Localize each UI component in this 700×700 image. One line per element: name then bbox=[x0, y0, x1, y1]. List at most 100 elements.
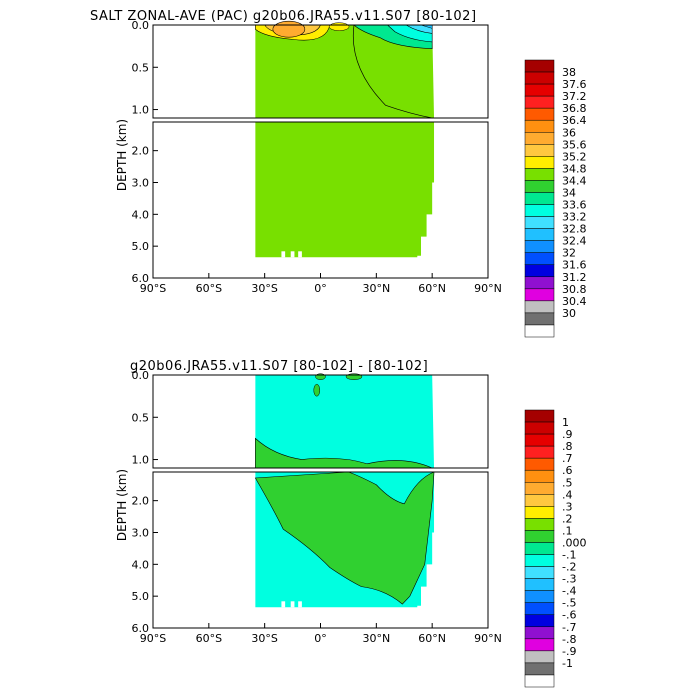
colorbar-swatch bbox=[524, 119, 555, 133]
colorbar-swatch bbox=[524, 578, 555, 591]
colorbar-label: -1 bbox=[562, 657, 573, 670]
colorbar-label: 37.6 bbox=[562, 78, 587, 91]
colorbar-swatch bbox=[524, 674, 555, 688]
y-tick-label: 0.0 bbox=[132, 369, 150, 382]
colorbar-swatch bbox=[524, 433, 555, 447]
colorbar-label: -.2 bbox=[562, 561, 576, 574]
colorbar-swatch bbox=[524, 71, 555, 85]
y-tick-label: 3.0 bbox=[132, 176, 150, 189]
colorbar-swatch bbox=[524, 482, 555, 495]
colorbar-label: 36.8 bbox=[562, 102, 587, 115]
colorbar-label: -.9 bbox=[562, 645, 576, 658]
colorbar-swatch bbox=[524, 566, 555, 579]
x-tick-label: 90°S bbox=[140, 632, 166, 645]
colorbar-swatch bbox=[524, 144, 555, 157]
colorbar-label: 32.8 bbox=[562, 223, 587, 236]
y-tick-label: 3.0 bbox=[132, 526, 150, 539]
x-tick-label: 60°S bbox=[196, 632, 222, 645]
x-tick-label: 60°N bbox=[418, 632, 446, 645]
colorbar-label: -.6 bbox=[562, 609, 576, 622]
colorbar-label: .3 bbox=[562, 500, 573, 513]
colorbar-swatch bbox=[524, 276, 555, 290]
x-tick-label: 0° bbox=[314, 632, 327, 645]
colorbar-swatch bbox=[524, 506, 555, 519]
upper-plot-frame bbox=[152, 374, 489, 469]
y-tick-label: 1.0 bbox=[132, 104, 150, 117]
colorbar-swatch bbox=[524, 626, 555, 640]
colorbar-label: 34.8 bbox=[562, 162, 587, 175]
positive-anomaly-upper bbox=[255, 437, 433, 469]
colorbar-swatch bbox=[524, 228, 555, 241]
colorbar-swatch bbox=[524, 409, 555, 423]
colorbar-swatch bbox=[524, 252, 555, 265]
colorbar-label: .5 bbox=[562, 476, 573, 489]
colorbar-swatch bbox=[524, 445, 555, 459]
colorbar-swatch bbox=[524, 614, 555, 628]
colorbar-swatch bbox=[524, 662, 555, 676]
colorbar-label: 30.8 bbox=[562, 283, 587, 296]
colorbar-label: 37.2 bbox=[562, 90, 587, 103]
upper-plot-frame bbox=[152, 24, 489, 119]
colorbar-swatch bbox=[524, 156, 555, 169]
x-tick-label: 30°N bbox=[362, 282, 390, 295]
x-tick-label: 30°N bbox=[362, 632, 390, 645]
topography-notch bbox=[298, 601, 302, 608]
y-axis-label: DEPTH (km) bbox=[115, 469, 129, 541]
colorbar-swatch bbox=[524, 216, 555, 229]
colorbar-label: 34.4 bbox=[562, 174, 587, 187]
colorbar-label: -.8 bbox=[562, 633, 576, 646]
y-tick-label: 5.0 bbox=[132, 590, 150, 603]
y-tick-label: 2.0 bbox=[132, 495, 150, 508]
salinity-35.0-patch bbox=[328, 22, 350, 31]
colorbar-swatch bbox=[524, 95, 555, 109]
colorbar-label: -.1 bbox=[562, 549, 576, 562]
colorbar-swatch bbox=[524, 590, 555, 603]
colorbar-swatch bbox=[524, 107, 555, 121]
y-tick-label: 4.0 bbox=[132, 208, 150, 221]
colorbar-label: -.4 bbox=[562, 585, 576, 598]
colorbar-label: .4 bbox=[562, 488, 573, 501]
topography-notch bbox=[281, 251, 286, 258]
colorbar-label: .000 bbox=[562, 536, 587, 549]
salinity-panel: SALT ZONAL-AVE (PAC) g20b06.JRA55.v11.S0… bbox=[90, 9, 587, 338]
chart-title: g20b06.JRA55.v11.S07 [80-102] - [80-102] bbox=[130, 359, 428, 374]
colorbar-label: .6 bbox=[562, 464, 573, 477]
ocean-fill-upper bbox=[255, 375, 435, 468]
x-tick-label: 60°N bbox=[418, 282, 446, 295]
colorbar-swatch bbox=[524, 324, 555, 338]
salinity-max-core bbox=[272, 20, 306, 38]
colorbar-label: 30.4 bbox=[562, 295, 587, 308]
colorbar-swatch bbox=[524, 180, 555, 193]
colorbar-label: 32.4 bbox=[562, 235, 587, 248]
x-tick-label: 30°S bbox=[251, 632, 277, 645]
colorbar-label: .1 bbox=[562, 524, 573, 537]
x-tick-label: 90°N bbox=[474, 282, 502, 295]
colorbar-swatch bbox=[524, 132, 555, 145]
colorbar-swatch bbox=[524, 457, 555, 471]
colorbar-label: 34 bbox=[562, 186, 576, 199]
colorbar-swatch bbox=[524, 638, 555, 652]
ocean-fill-lower bbox=[255, 122, 435, 258]
colorbar-swatch bbox=[524, 288, 555, 302]
colorbar-swatch bbox=[524, 192, 555, 205]
colorbar-swatch bbox=[524, 312, 555, 326]
y-tick-label: 1.0 bbox=[132, 454, 150, 467]
colorbar-label: 35.6 bbox=[562, 138, 587, 151]
x-tick-label: 0° bbox=[314, 282, 327, 295]
colorbar-swatch bbox=[524, 602, 555, 615]
colorbar-swatch bbox=[524, 542, 555, 555]
ocean-fill-upper bbox=[255, 25, 435, 118]
y-axis-label: DEPTH (km) bbox=[115, 119, 129, 191]
x-tick-label: 90°S bbox=[140, 282, 166, 295]
colorbar-label: 38 bbox=[562, 66, 576, 79]
colorbar-label: 33.2 bbox=[562, 211, 587, 224]
colorbar-swatch bbox=[524, 421, 555, 435]
colorbar-swatch bbox=[524, 554, 555, 567]
colorbar-label: 30 bbox=[562, 307, 576, 320]
positive-patch bbox=[313, 383, 321, 397]
colorbar-swatch bbox=[524, 650, 555, 664]
y-tick-label: 2.0 bbox=[132, 145, 150, 158]
y-tick-label: 6.0 bbox=[132, 272, 150, 285]
colorbar-swatch bbox=[524, 83, 555, 97]
